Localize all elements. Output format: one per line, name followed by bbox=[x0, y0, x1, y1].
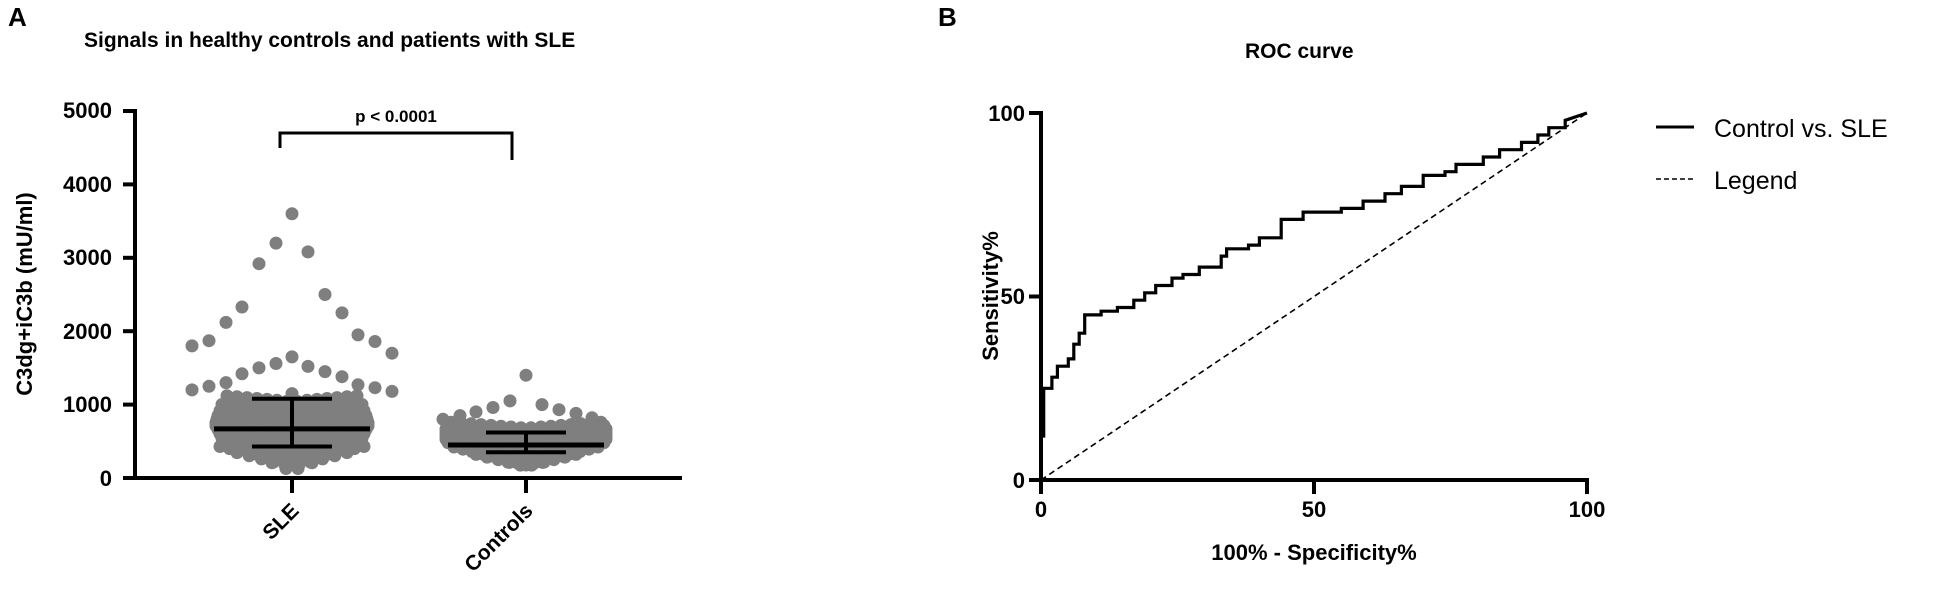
x-tick-label: 50 bbox=[1302, 497, 1326, 522]
median-iqr-bars bbox=[214, 396, 604, 455]
y-tick-label: 5000 bbox=[63, 98, 112, 123]
significance-bracket bbox=[278, 131, 514, 160]
panel-a-title: Signals in healthy controls and patients… bbox=[84, 29, 576, 52]
roc-axes bbox=[1029, 111, 1589, 494]
y-tick-label: 100 bbox=[988, 101, 1025, 126]
legend-item-reference: Legend bbox=[1714, 167, 1797, 195]
legend-item-control-vs-sle: Control vs. SLE bbox=[1714, 115, 1888, 143]
dot-plot-chart: p < 0.0001 C3dg+iC3b (mU/ml) SLE Control… bbox=[12, 98, 682, 577]
roc-curve-line bbox=[1039, 111, 1588, 480]
panel-b-title: ROC curve bbox=[1245, 40, 1354, 63]
y-tick-label: 1000 bbox=[63, 392, 112, 417]
y-tick-label: 4000 bbox=[63, 172, 112, 197]
panel-label-b: B bbox=[938, 2, 957, 32]
reference-line bbox=[1040, 112, 1588, 481]
panel-label-a: A bbox=[8, 2, 27, 32]
y-axis bbox=[123, 109, 682, 493]
y-axis-label: Sensitivity% bbox=[978, 231, 1003, 361]
y-tick-label: 0 bbox=[1013, 468, 1025, 493]
p-value-annotation: p < 0.0001 bbox=[355, 107, 437, 126]
y-tick-label: 2000 bbox=[63, 319, 112, 344]
legend: Control vs. SLE Legend bbox=[1656, 115, 1888, 195]
y-tick-label: 3000 bbox=[63, 245, 112, 270]
y-axis-label: C3dg+iC3b (mU/ml) bbox=[12, 192, 37, 396]
y-tick-label: 0 bbox=[100, 466, 112, 491]
x-axis-label: 100% - Specificity% bbox=[1211, 540, 1416, 565]
x-tick-label: 100 bbox=[1569, 497, 1606, 522]
x-tick-label: 0 bbox=[1035, 497, 1047, 522]
y-tick-label: 50 bbox=[1001, 284, 1025, 309]
